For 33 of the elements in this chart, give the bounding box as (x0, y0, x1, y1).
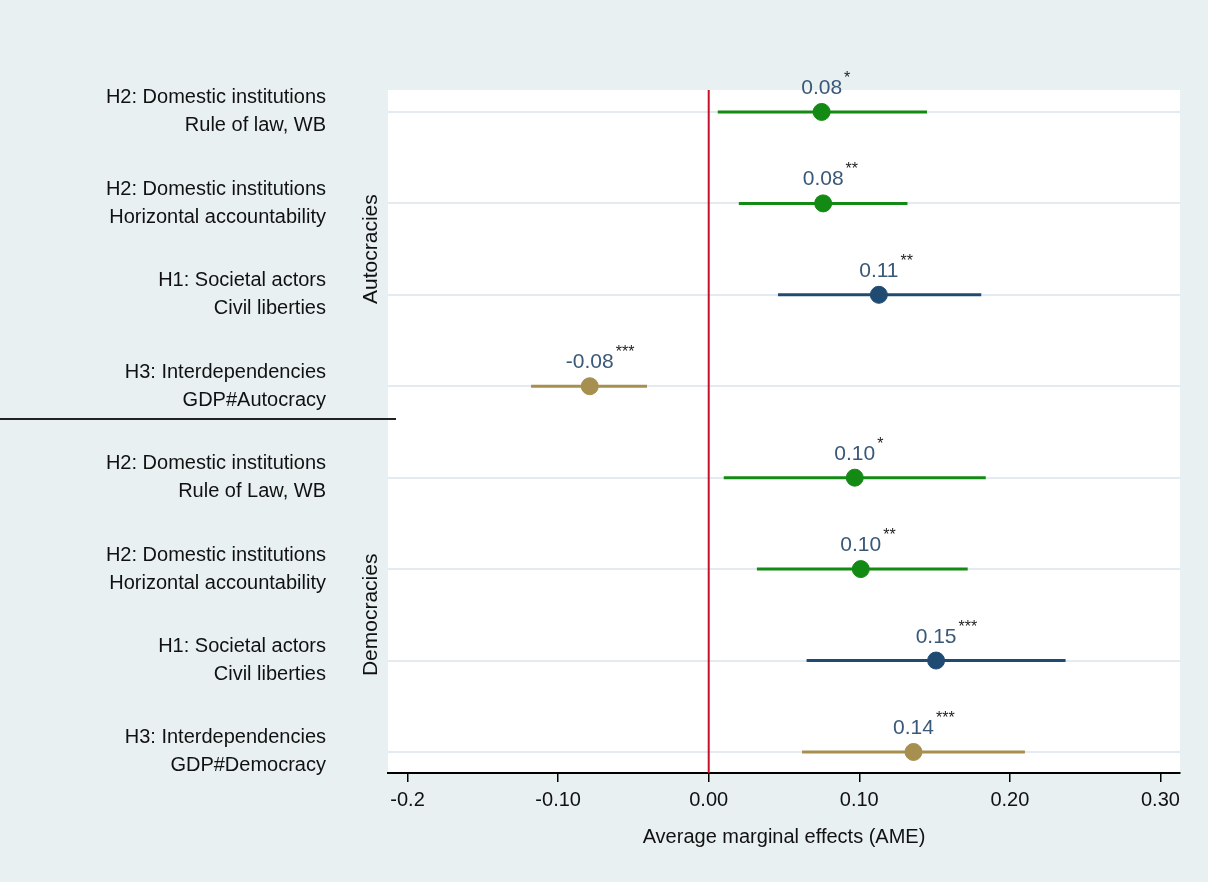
x-axis-title: Average marginal effects (AME) (642, 824, 926, 847)
point (812, 102, 831, 121)
point (904, 742, 923, 761)
y-tick-label: H2: Domestic institutions Horizontal accountability (105, 542, 326, 593)
text: Autocracies (357, 194, 381, 304)
x-tick-label: -0.2 (390, 787, 425, 810)
data-label: 0.08* (801, 68, 851, 98)
y-tick-label: H1: Societal actors Civil liberties (158, 634, 326, 685)
text: Democracies (357, 553, 381, 677)
point (869, 285, 888, 304)
y-tick-label: H3: Interdependencies GDP#Democracy (124, 725, 326, 776)
point (851, 560, 870, 579)
y-tick-label: H2: Domestic institutions Rule of law, WB (105, 85, 326, 136)
x-tick-label: 0.20 (990, 787, 1030, 810)
data-label: 0.08** (802, 160, 859, 190)
point (580, 377, 599, 396)
y-tick-label: H1: Societal actors Civil liberties (158, 268, 326, 319)
y-tick-label: H2: Domestic institutions Rule of Law, WB (105, 451, 326, 502)
x-tick-label: -0.10 (535, 787, 581, 810)
data-label: 0.15*** (915, 617, 978, 647)
y-tick-label: H2: Domestic institutions Horizontal accountability (105, 176, 326, 227)
point (927, 651, 946, 670)
x-tick-label: 0.30 (1140, 787, 1180, 810)
data-label: -0.08*** (565, 343, 635, 373)
x-tick-label: 0.00 (689, 787, 729, 810)
point (814, 194, 833, 213)
point (845, 468, 864, 487)
data-label: 0.14*** (893, 708, 955, 738)
data-label: 0.11** (859, 251, 913, 281)
data-label: 0.10* (834, 434, 884, 464)
data-label: 0.10** (840, 526, 896, 556)
x-tick-label: 0.10 (839, 787, 879, 810)
y-tick-label: H3: Interdependencies GDP#Autocracy (124, 359, 326, 410)
